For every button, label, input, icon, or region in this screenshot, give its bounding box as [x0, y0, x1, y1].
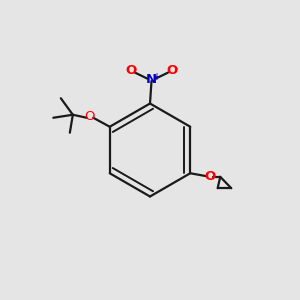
Text: O: O — [84, 110, 95, 123]
Text: O: O — [125, 64, 137, 77]
Text: -: - — [175, 63, 178, 74]
Text: N: N — [146, 73, 157, 86]
Text: +: + — [152, 72, 160, 82]
Text: O: O — [166, 64, 177, 77]
Text: O: O — [205, 170, 216, 183]
